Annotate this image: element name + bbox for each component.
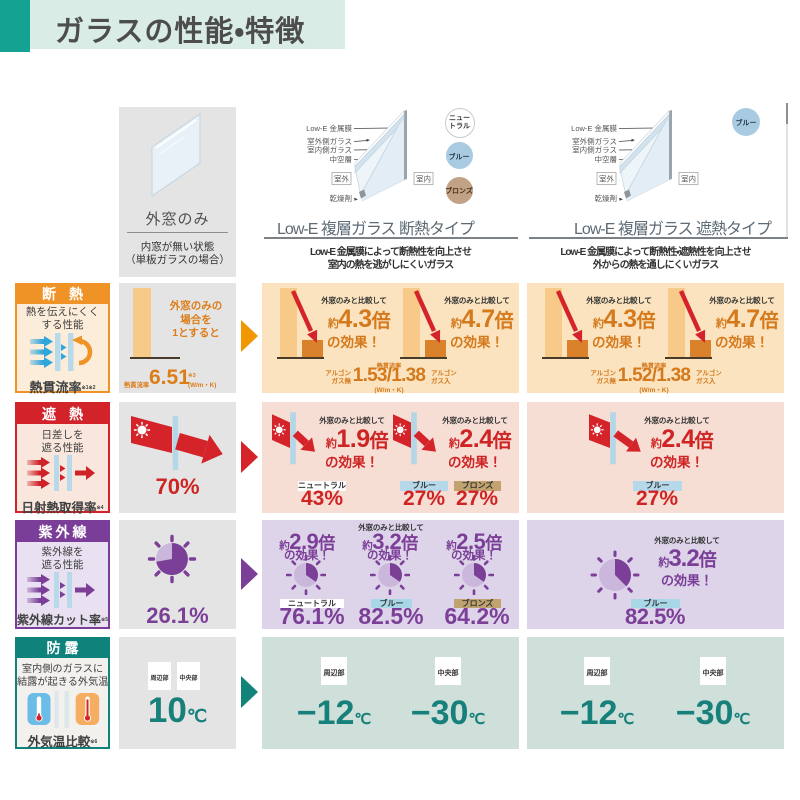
svg-text:室外側ガラス: 室外側ガラス <box>307 136 352 146</box>
svg-text:中空層: 中空層 <box>595 154 618 164</box>
svg-text:乾燥剤: 乾燥剤 <box>330 193 353 203</box>
svg-text:乾燥剤: 乾燥剤 <box>595 193 618 203</box>
svg-text:室内側ガラス: 室内側ガラス <box>572 145 617 155</box>
svg-text:室外側ガラス: 室外側ガラス <box>572 136 617 146</box>
svg-text:Low-E 金属膜: Low-E 金属膜 <box>306 123 352 133</box>
svg-text:Low-E 金属膜: Low-E 金属膜 <box>571 123 617 133</box>
svg-text:室内: 室内 <box>681 174 696 184</box>
svg-text:室内: 室内 <box>416 174 431 184</box>
svg-text:中空層: 中空層 <box>330 154 353 164</box>
svg-text:室外: 室外 <box>599 174 614 184</box>
svg-text:室外: 室外 <box>334 174 349 184</box>
svg-text:室内側ガラス: 室内側ガラス <box>307 145 352 155</box>
